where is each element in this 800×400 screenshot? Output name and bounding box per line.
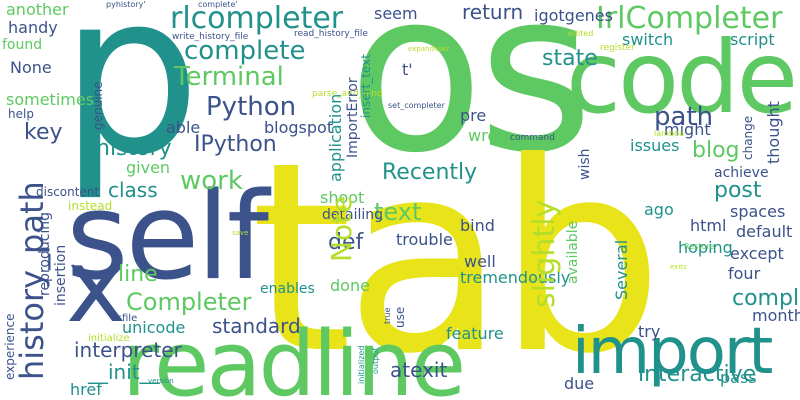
word-Note: save [232,230,248,237]
word-spaces: issues [630,138,679,154]
word-Recently: seem [374,6,418,22]
word-enables: href [70,382,102,398]
word-discontent: another [6,2,69,18]
word-history: history [96,138,172,160]
word-isfile: discontent [36,186,99,198]
word-handy: None [10,60,52,76]
word-insert-text: insert_text [360,54,372,118]
word-init: standard [212,316,301,336]
word-except: spaces [730,204,785,220]
word-exits: lambda [654,130,684,138]
word-found: sometimes [6,92,94,108]
word-application: application [328,94,344,182]
word-might: script [730,32,775,48]
word-pyhistory: isfile [114,314,137,324]
word-blog: blog [692,140,740,162]
word-unicode: bind [460,218,495,234]
word-href: trouble [396,232,453,248]
word-script: given [126,160,170,176]
word-wish: wish [578,148,592,180]
word-able: t' [402,62,413,78]
word-tremendously: feature [446,326,504,342]
word-key: key [24,122,63,144]
word-parse-and-bind: write_history_file [172,33,248,42]
word-register: set_completer [388,102,445,110]
word-switch: blogspot [264,120,333,136]
word-output: output [372,348,380,374]
word-slightly: version [148,378,174,385]
word-thought: thought [766,101,782,164]
word-initialized: initialized [358,346,366,384]
word-try: html [690,218,726,234]
word-def: state [542,48,598,70]
word-seem: return [462,2,523,22]
word-true: true [384,308,392,324]
word-instead: help [8,108,34,120]
word-given: able [166,120,200,136]
word-wrote: pre [460,108,486,124]
word-set-completer: read_history_file [294,30,368,39]
word-interpreter: line [118,264,158,286]
word-Several: Several [614,240,630,300]
word-None: enables [260,282,315,296]
word-help: handy [8,20,58,36]
word-complete-lc: initialize [88,334,130,344]
word-pre: Recently [382,162,477,184]
word-feature: due [564,376,594,392]
word-Python: Python [206,94,296,120]
word-ImportError: ImportError [346,77,360,158]
word-pass: ago [644,202,674,218]
word-another: found [2,38,42,52]
word-use: use [394,307,406,328]
word-Restore: command [510,134,555,143]
word-Completer: slightly [530,200,560,308]
word-text: Note [328,196,356,262]
word-well: atexit [390,360,447,380]
word-work: work [180,168,243,194]
word-insertion: insertion [54,245,68,306]
word-reproducing: reproducing [38,212,52,296]
word-edited: expanduser [408,46,449,53]
word-atexit: interactive [638,364,756,386]
word-interactive: try [638,324,660,340]
word-IPython: IPython [194,134,277,156]
word-completion: Completer [126,290,252,314]
word-genuine: genuine [92,81,104,130]
word-read-history-file: complete' [198,1,238,9]
word-change: change [742,116,754,160]
word-class: class [108,180,158,200]
word-hoping: four [728,266,760,282]
word-detailing: done [330,278,370,294]
word-months: except [730,246,784,262]
word-available: available [566,221,580,284]
word-lambda: edited [568,30,593,38]
word-save: Restore [684,243,714,251]
word-line: post [714,180,762,202]
word-blogspot: wrote [468,128,513,144]
word-issues: igotgenes [534,8,613,24]
word-initialize: instead [68,200,112,212]
word-write-history-file: pyhistory' [106,1,146,9]
word-four: default [736,224,792,240]
word-Terminal: Terminal [174,64,284,90]
word-html: months [752,308,800,324]
word-version: exits [670,264,687,271]
word-experience: experience [4,313,16,380]
word-default: achieve [714,166,769,180]
word-command: register [600,44,635,53]
